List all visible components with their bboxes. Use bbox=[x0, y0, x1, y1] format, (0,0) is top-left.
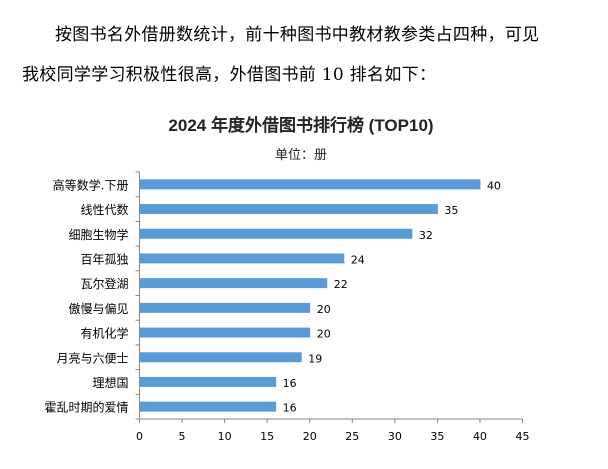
x-tick-label: 45 bbox=[516, 430, 530, 443]
data-label: 32 bbox=[419, 229, 433, 242]
x-tick-label: 0 bbox=[136, 430, 143, 443]
x-tick-label: 5 bbox=[179, 430, 186, 443]
x-tick-label: 35 bbox=[430, 430, 444, 443]
x-tick-label: 40 bbox=[473, 430, 487, 443]
bar bbox=[140, 376, 277, 387]
category-label: 高等数学.下册 bbox=[53, 177, 129, 192]
bar bbox=[140, 278, 328, 289]
data-label: 24 bbox=[351, 253, 365, 266]
category-label: 傲慢与偏见 bbox=[68, 301, 128, 316]
category-label: 细胞生物学 bbox=[68, 227, 128, 242]
data-label: 16 bbox=[283, 402, 297, 415]
bar bbox=[140, 179, 481, 190]
bar bbox=[140, 401, 277, 412]
category-label: 月亮与六便士 bbox=[56, 350, 128, 365]
chart-subtitle: 单位：册 bbox=[275, 148, 327, 163]
bar bbox=[140, 302, 311, 313]
paragraph-line-2: 我校同学学习积极性很高，外借图书前 10 排名如下： bbox=[22, 65, 437, 85]
bar bbox=[140, 204, 438, 215]
x-tick-label: 25 bbox=[345, 430, 359, 443]
data-label: 16 bbox=[283, 377, 297, 390]
chart-title: 2024 年度外借图书排行榜 (TOP10) bbox=[168, 115, 433, 135]
data-label: 35 bbox=[444, 204, 458, 217]
category-label: 瓦尔登湖 bbox=[80, 276, 128, 291]
bar bbox=[140, 253, 345, 264]
category-label: 理想国 bbox=[92, 375, 128, 390]
category-label: 霍乱时期的爱情 bbox=[44, 400, 128, 415]
x-tick-label: 20 bbox=[303, 430, 317, 443]
category-label: 百年孤独 bbox=[80, 252, 128, 266]
data-label: 20 bbox=[317, 303, 331, 316]
category-label: 有机化学 bbox=[80, 326, 128, 341]
data-label: 20 bbox=[317, 328, 331, 341]
data-label: 40 bbox=[487, 179, 501, 192]
x-tick-label: 15 bbox=[260, 430, 274, 443]
x-tick-label: 10 bbox=[218, 430, 232, 443]
data-label: 19 bbox=[308, 352, 322, 365]
bar bbox=[140, 352, 302, 363]
category-label: 线性代数 bbox=[80, 202, 128, 217]
paragraph-line-1: 按图书名外借册数统计，前十种图书中教材教参类占四种，可见 bbox=[55, 25, 540, 45]
data-label: 22 bbox=[334, 278, 348, 291]
bar bbox=[140, 327, 311, 338]
x-tick-label: 30 bbox=[388, 430, 402, 443]
bar bbox=[140, 228, 413, 239]
